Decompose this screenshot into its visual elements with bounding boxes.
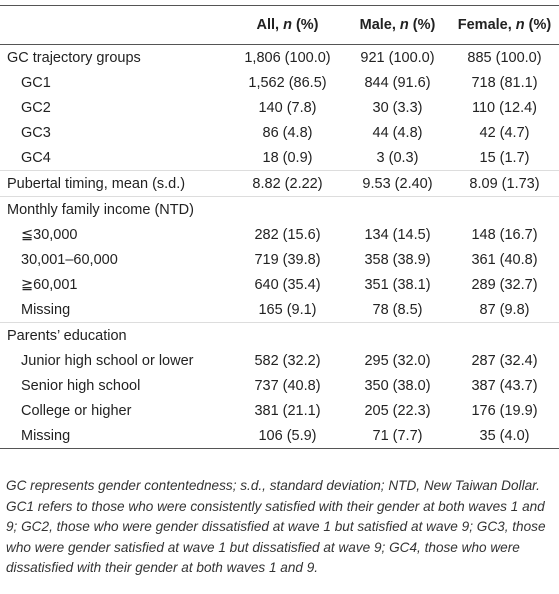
sub-row: GC4 18 (0.9) 3 (0.3) 15 (1.7) [0,145,559,171]
sub-row: ≧60,001 640 (35.4) 351 (38.1) 289 (32.7) [0,272,559,297]
cell: 165 (9.1) [258,301,317,318]
row-label: Senior high school [21,377,141,394]
header-text: All, [256,17,284,33]
cell: 106 (5.9) [258,427,317,444]
cell [450,323,559,349]
cell: 582 (32.2) [254,352,321,369]
header-italic: n [283,17,292,33]
group-row: Parents’ education [0,322,559,349]
cell: 282 (15.6) [254,226,321,243]
sub-row: GC2 140 (7.8) 30 (3.3) 110 (12.4) [0,95,559,120]
cell: 87 (9.8) [479,301,530,318]
cell: 287 (32.4) [471,352,538,369]
corner [0,6,230,45]
sub-row: College or higher 381 (21.1) 205 (22.3) 176… [0,398,559,423]
cell: 3 (0.3) [376,149,419,166]
row-label: Missing [21,301,71,318]
cell: 30 (3.3) [372,99,423,116]
sub-row: ≦30,000 282 (15.6) 134 (14.5) 148 (16.7) [0,222,559,247]
cell: 78 (8.5) [372,301,423,318]
group-row: Pubertal timing, mean (s.d.) 8.82 (2.22) 9… [0,170,559,197]
cell: 350 (38.0) [364,377,431,394]
cell: 140 (7.8) [258,99,317,116]
row-label: Parents’ education [7,327,127,344]
row-label: Junior high school or lower [21,352,194,369]
header-text: Male, [359,17,400,33]
cell: 205 (22.3) [364,402,431,419]
cell: 18 (0.9) [262,149,313,166]
column-header: Female, n (%) [450,6,559,45]
cell: 148 (16.7) [471,226,538,243]
cell: 86 (4.8) [262,124,313,141]
cell [230,323,345,349]
sub-row: GC3 86 (4.8) 44 (4.8) 42 (4.7) [0,120,559,145]
cell: 351 (38.1) [364,276,431,293]
header-text: (%) [524,17,552,33]
cell: 9.53 (2.40) [362,175,433,192]
cell [345,197,450,223]
header-text: (%) [291,17,319,33]
header-row: All, n (%) Male, n (%) Female, n (%) [0,5,559,45]
header-text: (%) [408,17,436,33]
cell: 844 (91.6) [364,74,431,91]
cell: 885 (100.0) [467,49,542,66]
cell: 1,562 (86.5) [248,74,327,91]
row-label: GC4 [21,149,51,166]
row-label: GC1 [21,74,51,91]
sub-row: Missing 106 (5.9) 71 (7.7) 35 (4.0) [0,423,559,449]
table: All, n (%) Male, n (%) Female, n (%) GC tr… [0,5,559,449]
cell: 381 (21.1) [254,402,321,419]
footnote: GC represents gender contentedness; s.d.… [6,478,546,575]
cell: 1,806 (100.0) [244,49,331,66]
header-italic: n [515,17,525,33]
row-label: Missing [21,427,71,444]
cell [450,197,559,223]
row-label: Pubertal timing, mean (s.d.) [7,175,186,192]
row-label: ≧60,001 [21,276,78,293]
header-italic: n [399,17,409,33]
cell: 42 (4.7) [479,124,530,141]
cell: 358 (38.9) [364,251,431,268]
cell [230,197,345,223]
cell: 289 (32.7) [471,276,538,293]
cell: 361 (40.8) [471,251,538,268]
cell: 71 (7.7) [372,427,423,444]
sub-row: 30,001–60,000 719 (39.8) 358 (38.9) 361 (40… [0,247,559,272]
cell: 718 (81.1) [471,74,538,91]
row-label: ≦30,000 [21,226,78,243]
cell: 35 (4.0) [479,427,530,444]
cell: 110 (12.4) [471,99,538,116]
row-label: GC2 [21,99,51,116]
column-header: Male, n (%) [345,6,450,45]
cell: 8.09 (1.73) [469,175,540,192]
header-text: Female, [457,17,516,33]
group-row: Monthly family income (NTD) [0,196,559,223]
table-body: GC trajectory groups 1,806 (100.0) 921 (10… [0,45,559,449]
cell [345,323,450,349]
cell: 134 (14.5) [364,226,431,243]
sub-row: Missing 165 (9.1) 78 (8.5) 87 (9.8) [0,297,559,323]
row-label: GC trajectory groups [7,49,141,66]
row-label: College or higher [21,402,132,419]
cell: 15 (1.7) [479,149,530,166]
sub-row: Junior high school or lower 582 (32.2) 295… [0,348,559,373]
cell: 295 (32.0) [364,352,431,369]
sub-row: Senior high school 737 (40.8) 350 (38.0) 38… [0,373,559,398]
row-label: 30,001–60,000 [21,251,118,268]
cell: 737 (40.8) [254,377,321,394]
sub-row: GC1 1,562 (86.5) 844 (91.6) 718 (81.1) [0,70,559,95]
cell: 8.82 (2.22) [252,175,323,192]
row-label: GC3 [21,124,51,141]
cell: 719 (39.8) [254,251,321,268]
cell: 176 (19.9) [471,402,538,419]
cell: 640 (35.4) [254,276,321,293]
group-row: GC trajectory groups 1,806 (100.0) 921 (10… [0,45,559,71]
cell: 387 (43.7) [471,377,538,394]
row-label: Monthly family income (NTD) [7,201,194,218]
cell: 44 (4.8) [372,124,423,141]
cell: 921 (100.0) [360,49,435,66]
column-header: All, n (%) [230,6,345,45]
